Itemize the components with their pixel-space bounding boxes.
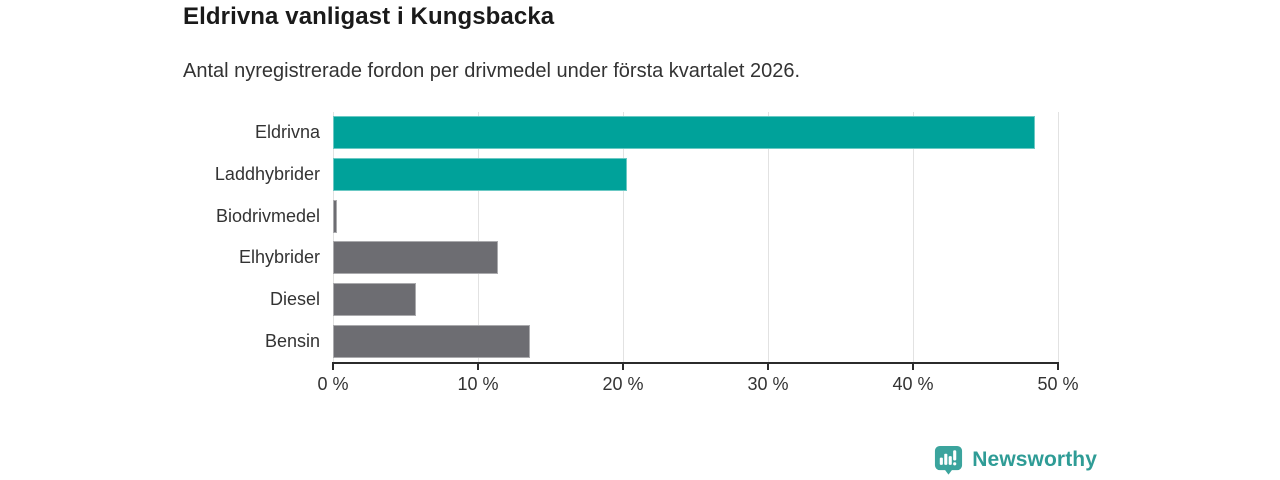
gridline bbox=[768, 112, 769, 362]
chart-subtitle: Antal nyregistrerade fordon per drivmede… bbox=[183, 60, 801, 82]
bar-eldrivna bbox=[333, 116, 1035, 150]
bar-elhybrider bbox=[333, 241, 499, 275]
bar-laddhybrider bbox=[333, 158, 628, 191]
x-axis-tick-label: 10 % bbox=[457, 374, 499, 394]
gridline bbox=[478, 112, 479, 362]
newsworthy-logo: Newsworthy bbox=[933, 444, 1097, 475]
newsworthy-logo-icon bbox=[933, 444, 964, 475]
x-axis-tick bbox=[622, 362, 624, 370]
gridline bbox=[623, 112, 624, 362]
gridline bbox=[913, 112, 914, 362]
category-label-laddhybrider: Laddhybrider bbox=[214, 164, 320, 184]
bar-bensin bbox=[333, 324, 531, 358]
category-label-elhybrider: Elhybrider bbox=[238, 247, 320, 268]
bar-biodrivmedel bbox=[333, 199, 338, 233]
category-label-diesel: Diesel bbox=[269, 289, 320, 309]
x-axis-line bbox=[333, 362, 1058, 364]
x-axis-tick bbox=[477, 362, 479, 370]
newsworthy-wordmark: Newsworthy bbox=[972, 447, 1097, 471]
chart-title: Eldrivna vanligast i Kungsbacka bbox=[183, 3, 555, 30]
x-axis-tick bbox=[332, 362, 334, 370]
x-axis-tick bbox=[767, 362, 769, 370]
gridline bbox=[1058, 112, 1059, 362]
bar-diesel bbox=[333, 283, 416, 316]
category-label-biodrivmedel: Biodrivmedel bbox=[215, 205, 320, 226]
x-axis-tick-label: 30 % bbox=[747, 374, 789, 394]
x-axis-tick-label: 40 % bbox=[892, 374, 934, 394]
category-label-bensin: Bensin bbox=[264, 330, 320, 351]
x-axis-tick bbox=[1057, 362, 1059, 370]
bar-plot: Eldrivna Laddhybrider Biodrivmedel Elhybrid… bbox=[215, 112, 1059, 362]
gridline bbox=[333, 112, 334, 362]
x-axis-tick-label: 20 % bbox=[602, 374, 644, 394]
x-axis-tick-label: 50 % bbox=[1037, 374, 1079, 394]
x-axis: 0 % 10 % 20 % 30 % 40 % 50 % bbox=[317, 362, 1079, 396]
x-axis-tick bbox=[912, 362, 914, 370]
x-axis-tick-label: 0 % bbox=[317, 374, 349, 394]
category-label-eldrivna: Eldrivna bbox=[254, 122, 320, 143]
